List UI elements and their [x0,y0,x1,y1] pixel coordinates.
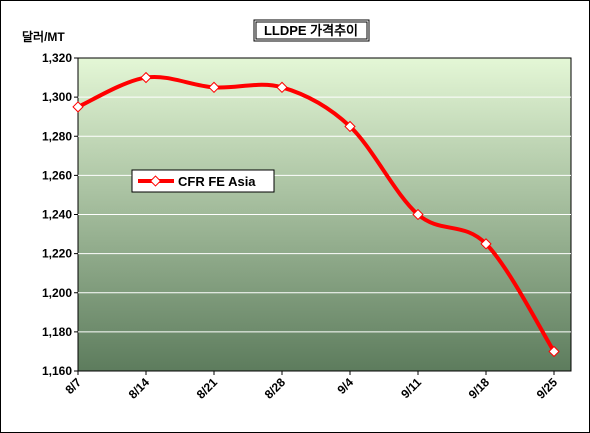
y-tick-label: 1,220 [42,247,72,261]
data-point-marker [344,120,356,133]
y-tick-label: 1,240 [42,208,72,222]
x-axis-ticks: 8/7 8/14 8/21 8/28 9/4 9/11 9/18 9/25 [62,371,560,402]
y-tick-label: 1,160 [42,364,72,378]
y-axis-ticks: 1,160 1,180 1,200 1,220 1,240 1,260 1,280 1,300… [42,51,78,378]
y-tick-label: 1,260 [42,168,72,182]
x-tick-label: 8/14 [126,375,153,402]
data-point-marker [276,81,288,94]
data-point-marker [140,71,152,84]
legend-label: CFR FE Asia [178,174,256,189]
y-tick-label: 1,180 [42,325,72,339]
legend-marker-swatch [149,175,162,187]
x-tick-label: 9/18 [466,375,493,402]
chart-title-box: LLDPE 가격추이 [253,19,370,42]
data-point-marker [72,101,84,113]
x-tick-label: 8/7 [62,375,84,397]
x-tick-label: 8/28 [262,375,289,402]
gridlines [78,96,571,333]
y-tick-label: 1,320 [42,51,72,65]
y-axis-label: 달러/MT [22,29,65,44]
x-tick-label: 9/25 [534,375,561,402]
x-tick-label: 9/4 [334,375,356,397]
data-point-marker [480,238,492,250]
legend-box [131,169,275,193]
series-cfr-fe-asia [72,71,560,358]
data-point-marker [548,345,560,358]
y-tick-label: 1,200 [42,286,72,300]
x-tick-label: 9/11 [398,375,424,401]
data-point-marker [208,81,220,94]
x-tick-label: 8/21 [194,375,221,402]
data-point-marker [412,208,424,221]
y-tick-label: 1,300 [42,90,72,104]
y-tick-label: 1,280 [42,129,72,143]
legend: CFR FE Asia [131,169,275,193]
chart-title: LLDPE 가격추이 [264,23,358,38]
